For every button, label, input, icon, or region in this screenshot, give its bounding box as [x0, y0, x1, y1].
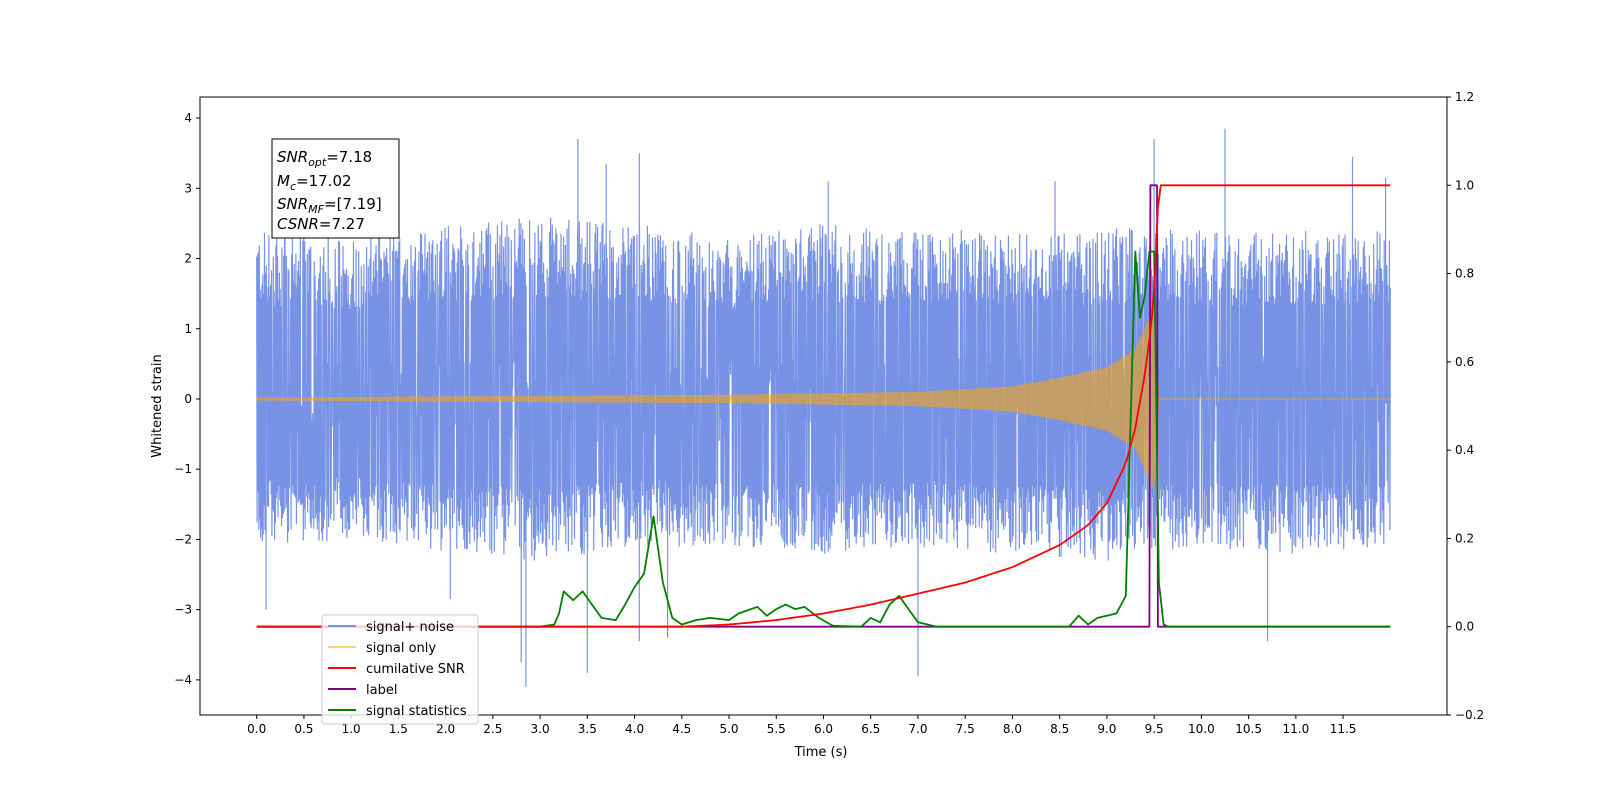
left-y-tick-label: 0 — [184, 392, 192, 406]
right-y-tick-label: 0.8 — [1455, 267, 1474, 281]
right-y-tick-label: 1.0 — [1455, 178, 1474, 192]
annotation-line-csnr: CSNR=7.27 — [277, 215, 365, 233]
series-signal-only-line — [256, 307, 1391, 490]
right-y-axis-ticks: 1.2 1.0 0.8 0.6 0.4 0.2 0.0 −0.2 — [1447, 90, 1484, 722]
x-tick-label: 2.5 — [483, 722, 502, 736]
left-y-tick-label: −4 — [174, 673, 192, 687]
left-y-tick-label: −1 — [174, 462, 192, 476]
annotation-line-snr-mf: SNRMF=[7.19] — [277, 195, 382, 216]
x-tick-label: 8.0 — [1003, 722, 1022, 736]
right-y-tick-label: 1.2 — [1455, 90, 1474, 104]
x-tick-label: 11.5 — [1330, 722, 1357, 736]
x-tick-label: 6.0 — [814, 722, 833, 736]
chart-legend: signal+ noise signal only cumilative SNR… — [321, 614, 479, 725]
legend-label-label: label — [366, 683, 397, 698]
x-tick-label: 0.0 — [247, 722, 266, 736]
x-tick-label: 7.5 — [956, 722, 975, 736]
right-y-tick-label: 0.6 — [1455, 355, 1474, 369]
snr-annotation-box: SNRopt=7.18 Mc=17.02 SNRMF=[7.19] CSNR=7… — [271, 138, 400, 239]
x-tick-label: 11.0 — [1282, 722, 1309, 736]
left-y-axis-ticks: 4 3 2 1 0 −1 −2 −3 −4 — [174, 111, 200, 687]
x-tick-label: 1.5 — [389, 722, 408, 736]
annotation-frame — [271, 138, 400, 239]
x-tick-label: 3.0 — [531, 722, 550, 736]
right-y-tick-label: 0.2 — [1455, 531, 1474, 545]
left-y-axis-label: Whitened strain — [150, 354, 165, 457]
x-tick-label: 10.5 — [1235, 722, 1262, 736]
x-tick-label: 9.5 — [1145, 722, 1164, 736]
x-tick-label: 0.5 — [294, 722, 313, 736]
x-axis-label: Time (s) — [794, 745, 848, 760]
x-axis-ticks: 0.0 0.5 1.0 1.5 2.0 2.5 3.0 3.5 4.0 4.5 5.0 5.5 6.0 6… — [247, 715, 1356, 736]
x-tick-label: 9.0 — [1097, 722, 1116, 736]
x-tick-label: 7.0 — [908, 722, 927, 736]
legend-label-signal-only: signal only — [366, 641, 436, 656]
x-tick-label: 8.5 — [1050, 722, 1069, 736]
x-tick-label: 10.0 — [1188, 722, 1215, 736]
left-y-tick-label: 2 — [184, 252, 192, 266]
right-y-tick-label: 0.0 — [1455, 620, 1474, 634]
x-tick-label: 2.0 — [436, 722, 455, 736]
series-signal-statistics-line — [256, 250, 1391, 628]
left-y-tick-label: −3 — [174, 603, 192, 617]
x-tick-label: 4.0 — [625, 722, 644, 736]
x-tick-label: 5.0 — [719, 722, 738, 736]
legend-label-signal-statistics: signal statistics — [366, 704, 467, 719]
legend-label-signal-noise: signal+ noise — [366, 620, 454, 635]
x-tick-label: 3.5 — [578, 722, 597, 736]
x-tick-label: 4.5 — [672, 722, 691, 736]
x-tick-label: 5.5 — [767, 722, 786, 736]
left-y-tick-label: −2 — [174, 532, 192, 546]
left-y-tick-label: 3 — [184, 181, 192, 195]
left-y-tick-label: 4 — [184, 111, 192, 125]
right-y-tick-label: −0.2 — [1455, 708, 1484, 722]
left-y-tick-label: 1 — [184, 322, 192, 336]
right-y-tick-label: 0.4 — [1455, 443, 1474, 457]
annotation-line-mc: Mc=17.02 — [277, 172, 352, 193]
x-tick-label: 6.5 — [861, 722, 880, 736]
legend-frame — [321, 614, 479, 725]
x-tick-label: 1.0 — [342, 722, 361, 736]
annotation-line-snr-opt: SNRopt=7.18 — [277, 148, 372, 169]
legend-label-cumulative-snr: cumilative SNR — [366, 662, 465, 677]
